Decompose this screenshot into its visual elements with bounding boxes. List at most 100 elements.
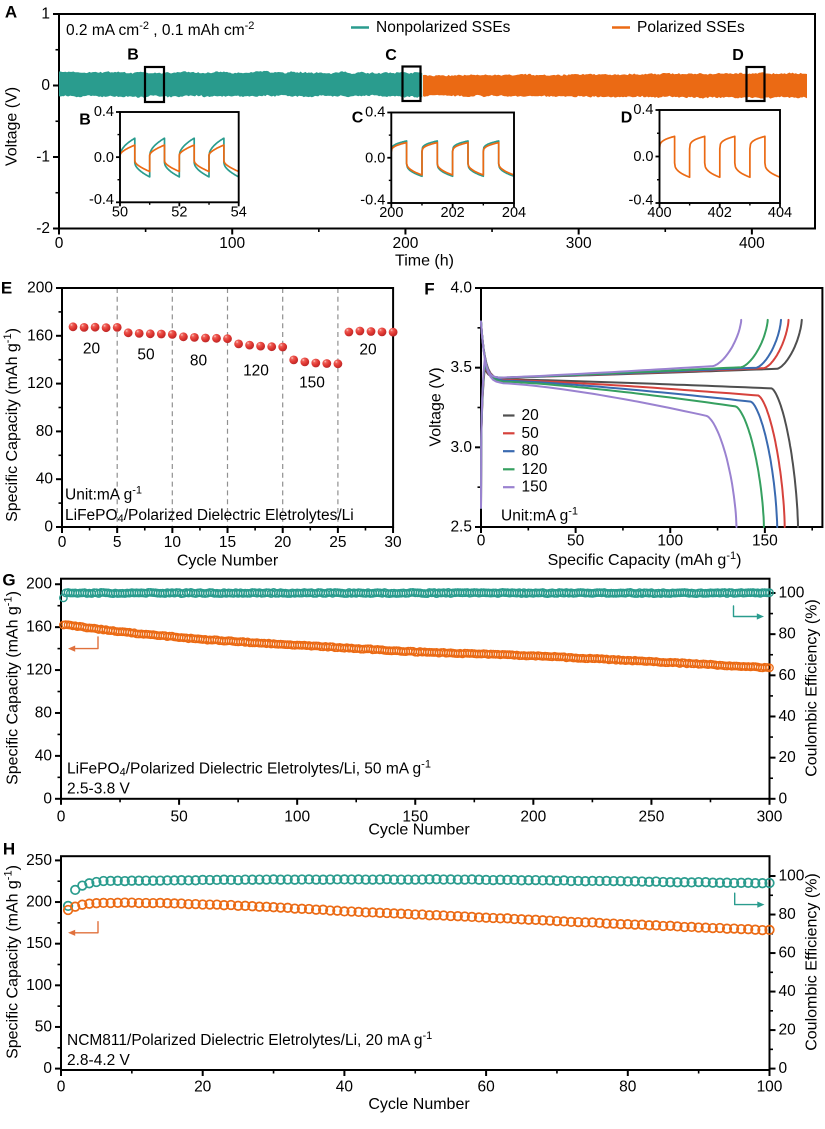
svg-text:0: 0: [477, 533, 486, 550]
svg-text:200: 200: [26, 576, 52, 593]
svg-text:50: 50: [567, 533, 585, 550]
svg-text:0.0: 0.0: [633, 149, 653, 165]
svg-text:40: 40: [779, 983, 797, 1000]
svg-text:40: 40: [779, 708, 797, 725]
svg-text:120: 120: [27, 375, 53, 392]
svg-text:100: 100: [26, 977, 52, 994]
svg-text:C: C: [385, 47, 397, 64]
svg-text:50: 50: [522, 425, 540, 442]
svg-text:0.2 mA cm-2​ , 0.1 mAh cm-2​: 0.2 mA cm-2​ , 0.1 mAh cm-2​: [66, 20, 254, 39]
svg-text:4.0: 4.0: [450, 280, 472, 297]
svg-text:0: 0: [44, 519, 53, 536]
svg-text:H: H: [3, 840, 15, 859]
svg-text:30: 30: [384, 534, 402, 551]
svg-text:3.0: 3.0: [450, 439, 472, 456]
svg-text:54: 54: [231, 204, 247, 220]
svg-text:402: 402: [708, 205, 732, 221]
svg-text:G: G: [2, 571, 15, 590]
svg-text:202: 202: [441, 205, 465, 221]
svg-text:80: 80: [619, 1079, 637, 1096]
svg-text:0.0: 0.0: [94, 150, 114, 166]
svg-text:0: 0: [58, 534, 67, 551]
svg-text:200: 200: [379, 205, 403, 221]
svg-text:150: 150: [26, 935, 52, 952]
svg-text:120: 120: [243, 363, 269, 380]
svg-text:20: 20: [779, 1022, 797, 1039]
svg-text:120: 120: [522, 461, 548, 478]
svg-text:40: 40: [35, 747, 53, 764]
svg-text:80: 80: [35, 704, 53, 721]
svg-text:60: 60: [477, 1079, 495, 1096]
svg-text:Specific Capacity (mAh g-1​): Specific Capacity (mAh g-1​): [2, 328, 21, 522]
svg-text:80: 80: [36, 423, 54, 440]
svg-text:15: 15: [219, 534, 236, 551]
svg-text:Nonpolarized SSEs: Nonpolarized SSEs: [376, 19, 511, 36]
svg-text:200: 200: [393, 235, 419, 252]
svg-text:2.8-4.2 V: 2.8-4.2 V: [67, 1052, 131, 1069]
svg-text:Specific Capacity (mAh g-1​): Specific Capacity (mAh g-1​): [3, 865, 22, 1059]
svg-text:Unit:mA g-1​: Unit:mA g-1​: [501, 506, 578, 525]
svg-text:Specific Capacity (mAh g-1​): Specific Capacity (mAh g-1​): [548, 550, 742, 569]
svg-text:0: 0: [43, 790, 52, 807]
svg-text:0: 0: [41, 77, 50, 94]
svg-text:60: 60: [779, 667, 797, 684]
svg-text:400: 400: [739, 235, 765, 252]
svg-text:F: F: [424, 280, 434, 299]
svg-text:50: 50: [170, 809, 188, 826]
svg-text:Cycle Number: Cycle Number: [177, 553, 279, 570]
svg-text:250: 250: [26, 852, 52, 869]
svg-text:D: D: [621, 110, 633, 127]
svg-text:50: 50: [137, 347, 155, 364]
svg-text:10: 10: [164, 534, 182, 551]
svg-text:150: 150: [752, 533, 778, 550]
svg-text:20: 20: [779, 749, 797, 766]
svg-text:Coulombic Efficiency (%): Coulombic Efficiency (%): [804, 599, 821, 777]
svg-text:D: D: [732, 47, 744, 64]
svg-text:250: 250: [638, 809, 664, 826]
svg-text:80: 80: [779, 626, 797, 643]
svg-text:-0.4: -0.4: [360, 193, 385, 209]
svg-text:80: 80: [779, 906, 797, 923]
svg-text:20: 20: [194, 1079, 212, 1096]
svg-text:0: 0: [57, 1079, 66, 1096]
svg-text:25: 25: [329, 534, 346, 551]
svg-text:100: 100: [779, 868, 805, 885]
svg-text:50: 50: [112, 204, 128, 220]
svg-text:20: 20: [83, 341, 101, 358]
svg-text:B: B: [127, 47, 139, 64]
svg-text:Coulombic Efficiency (%): Coulombic Efficiency (%): [804, 873, 821, 1051]
svg-text:Cycle Number: Cycle Number: [368, 822, 470, 839]
svg-text:160: 160: [27, 327, 53, 344]
svg-text:0.4: 0.4: [633, 102, 653, 118]
svg-text:LiFePO4​/Polarized Dielectric: LiFePO4​/Polarized Dielectric Eletrolyte…: [65, 507, 354, 525]
svg-text:Voltage (V): Voltage (V): [428, 367, 445, 446]
svg-text:-1: -1: [36, 149, 50, 166]
svg-text:Specific Capacity (mAh g-1​): Specific Capacity (mAh g-1​): [3, 591, 22, 785]
svg-text:Cycle Number: Cycle Number: [368, 1096, 470, 1113]
svg-text:2.5-3.8 V: 2.5-3.8 V: [67, 781, 131, 798]
svg-text:52: 52: [171, 204, 187, 220]
svg-text:300: 300: [757, 809, 783, 826]
svg-text:100: 100: [219, 235, 245, 252]
svg-text:160: 160: [26, 619, 52, 636]
svg-text:40: 40: [336, 1079, 354, 1096]
svg-text:100: 100: [779, 585, 805, 602]
svg-text:300: 300: [566, 235, 592, 252]
svg-text:150: 150: [402, 809, 428, 826]
svg-text:3.5: 3.5: [450, 359, 472, 376]
svg-text:200: 200: [520, 809, 546, 826]
svg-text:50: 50: [35, 1018, 53, 1035]
svg-text:20: 20: [274, 534, 292, 551]
svg-text:60: 60: [779, 945, 797, 962]
svg-text:204: 204: [502, 205, 526, 221]
svg-text:Voltage (V): Voltage (V): [4, 87, 21, 166]
svg-text:Time (h): Time (h): [395, 253, 454, 270]
svg-text:2.5: 2.5: [450, 518, 472, 535]
svg-text:1: 1: [41, 6, 50, 23]
svg-text:100: 100: [657, 533, 683, 550]
svg-text:Unit:mA g-1​: Unit:mA g-1​: [65, 485, 142, 504]
svg-text:LiFePO4​/Polarized Dielectric: LiFePO4​/Polarized Dielectric Eletrolyte…: [67, 759, 431, 779]
svg-text:0: 0: [43, 1060, 52, 1077]
svg-text:80: 80: [522, 443, 540, 460]
svg-text:0: 0: [779, 790, 788, 807]
